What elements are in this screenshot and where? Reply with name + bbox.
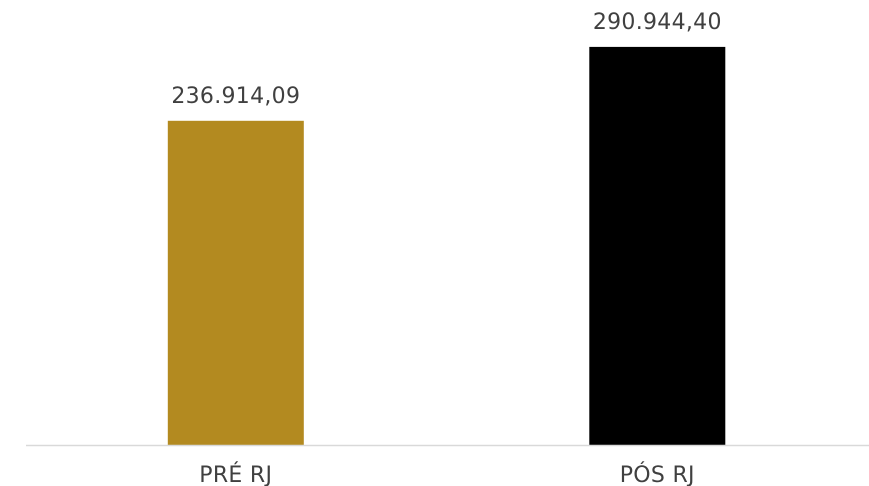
bar-1 [168, 121, 304, 445]
category-labels-group: PRÉ RJ PÓS RJ [199, 462, 695, 486]
category-label-2: PÓS RJ [620, 462, 695, 486]
data-label-2: 290.944,40 [593, 10, 722, 35]
data-label-1: 236.914,09 [171, 84, 300, 109]
bar-2 [589, 47, 725, 445]
category-label-1: PRÉ RJ [199, 462, 272, 486]
